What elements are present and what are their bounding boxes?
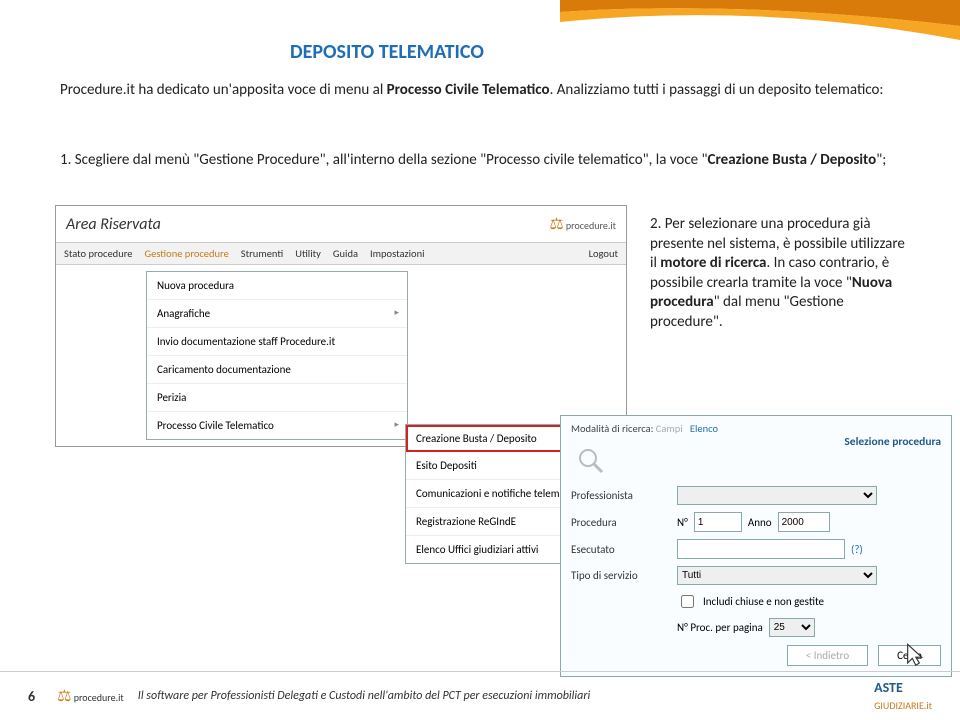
lbl-anno: Anno bbox=[748, 516, 772, 529]
select-tipo[interactable]: Tutti bbox=[677, 566, 877, 585]
tab-gestione[interactable]: Gestione procedure bbox=[144, 247, 228, 260]
magnifier-icon bbox=[576, 446, 606, 476]
row-chiuse: Includi chiuse e non gestite bbox=[571, 592, 941, 611]
input-anno[interactable] bbox=[778, 512, 830, 532]
button-row: < Indietro Cerca bbox=[571, 645, 941, 666]
search-panel: Modalità di ricerca: Campi Elenco Selezi… bbox=[560, 415, 952, 677]
tab-guida[interactable]: Guida bbox=[333, 247, 358, 260]
intro-post: . Analizziamo tutti i passaggi di un dep… bbox=[550, 81, 884, 99]
row-tipo: Tipo di servizio Tutti bbox=[571, 566, 941, 585]
tab-bar: Stato procedure Gestione procedure Strum… bbox=[56, 242, 626, 265]
step1-num: 1. bbox=[60, 151, 71, 169]
lbl-tipo: Tipo di servizio bbox=[571, 569, 671, 582]
logo-small: ⚖ procedure.it bbox=[549, 214, 616, 234]
page-number: 6 bbox=[28, 688, 35, 705]
step2-b1: motore di ricerca bbox=[660, 254, 766, 272]
footer-logo-procedure: ⚖ procedure.it bbox=[57, 686, 124, 706]
menu-caricamento[interactable]: Caricamento documentazione bbox=[147, 356, 407, 384]
step1-text: 1. Scegliere dal menù "Gestione Procedur… bbox=[60, 150, 900, 170]
page-footer: 6 ⚖ procedure.it Il software per Profess… bbox=[0, 671, 960, 720]
lbl-esecutato: Esecutato bbox=[571, 543, 671, 556]
lbl-chiuse: Includi chiuse e non gestite bbox=[703, 595, 824, 608]
scales-icon: ⚖ bbox=[57, 687, 71, 706]
menu-pct[interactable]: Processo Civile Telematico▸ bbox=[147, 412, 407, 439]
area-label: Area Riservata bbox=[66, 215, 161, 234]
menu-perizia[interactable]: Perizia bbox=[147, 384, 407, 412]
footer-logo-aste: ASTE GIUDIZIARIE.it bbox=[874, 679, 932, 713]
cursor-icon bbox=[903, 642, 931, 670]
mode-campi[interactable]: Campi bbox=[656, 422, 683, 435]
menu-nuova[interactable]: Nuova procedura bbox=[147, 272, 407, 300]
select-perpage[interactable]: 25 bbox=[769, 618, 815, 637]
chevron-right-icon: ▸ bbox=[394, 307, 399, 318]
intro-text: Procedure.it ha dedicato un'apposita voc… bbox=[60, 80, 900, 100]
header-swoosh bbox=[560, 0, 960, 60]
step1-bold: Creazione Busta / Deposito bbox=[708, 151, 877, 169]
tab-utility[interactable]: Utility bbox=[295, 247, 321, 260]
intro-bold: Processo Civile Telematico bbox=[387, 81, 550, 99]
lbl-perpage: N° Proc. per pagina bbox=[677, 621, 763, 634]
select-professionista[interactable] bbox=[677, 486, 877, 505]
lbl-procedura: Procedura bbox=[571, 516, 671, 529]
row-professionista: Professionista bbox=[571, 486, 941, 505]
menu-screenshot: Area Riservata ⚖ procedure.it Stato proc… bbox=[55, 205, 627, 447]
indietro-button[interactable]: < Indietro bbox=[787, 645, 868, 666]
row-perpage: N° Proc. per pagina 25 bbox=[571, 618, 941, 637]
chk-chiuse[interactable] bbox=[681, 595, 694, 608]
menu-invio[interactable]: Invio documentazione staff Procedure.it bbox=[147, 328, 407, 356]
search-title: Selezione procedura bbox=[571, 435, 941, 449]
page-title: DEPOSITO TELEMATICO bbox=[290, 40, 484, 64]
step2-num: 2. bbox=[650, 215, 661, 233]
step1-t1: Scegliere dal menù "Gestione Procedure",… bbox=[71, 151, 707, 169]
area-riservata-header: Area Riservata ⚖ procedure.it bbox=[56, 206, 626, 242]
row-esecutato: Esecutato (?) bbox=[571, 539, 941, 559]
tab-stato[interactable]: Stato procedure bbox=[64, 247, 132, 260]
mode-label: Modalità di ricerca: bbox=[571, 422, 653, 435]
intro-pre: Procedure.it ha dedicato un'apposita voc… bbox=[60, 81, 387, 99]
chevron-right-icon: ▸ bbox=[394, 419, 399, 430]
help-icon[interactable]: (?) bbox=[851, 543, 863, 556]
lbl-professionista: Professionista bbox=[571, 489, 671, 502]
step1-t2: "; bbox=[876, 151, 886, 169]
step2-text: 2. Per selezionare una procedura già pre… bbox=[650, 215, 910, 332]
tab-strumenti[interactable]: Strumenti bbox=[241, 247, 283, 260]
tab-logout[interactable]: Logout bbox=[589, 247, 618, 260]
menu-anagrafiche[interactable]: Anagrafiche▸ bbox=[147, 300, 407, 328]
scales-icon: ⚖ bbox=[549, 215, 563, 234]
mode-elenco[interactable]: Elenco bbox=[690, 422, 718, 435]
gestione-dropdown: Nuova procedura Anagrafiche▸ Invio docum… bbox=[146, 271, 408, 440]
input-esecutato[interactable] bbox=[677, 539, 845, 559]
lbl-numero: N° bbox=[677, 516, 688, 529]
search-mode-row: Modalità di ricerca: Campi Elenco bbox=[571, 422, 941, 435]
input-numero[interactable] bbox=[694, 512, 742, 532]
tab-impostazioni[interactable]: Impostazioni bbox=[370, 247, 425, 260]
row-procedura: Procedura N° Anno bbox=[571, 512, 941, 532]
footer-text: Il software per Professionisti Delegati … bbox=[138, 689, 590, 703]
